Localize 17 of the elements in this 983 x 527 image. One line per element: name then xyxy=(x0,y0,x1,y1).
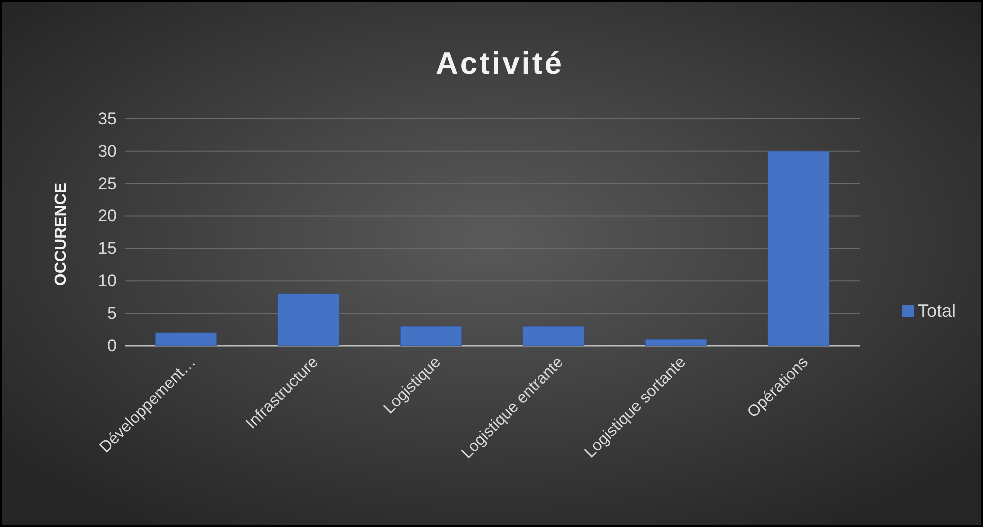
y-tick-label: 30 xyxy=(98,142,117,161)
y-tick-label: 35 xyxy=(98,109,117,128)
y-axis-title: OCCURENCE xyxy=(53,182,70,286)
y-tick-label: 20 xyxy=(98,206,117,226)
y-tick-label: 25 xyxy=(98,174,117,194)
text: Total xyxy=(918,301,956,321)
bar xyxy=(155,332,218,346)
bar xyxy=(768,151,830,346)
bar xyxy=(522,326,585,346)
bar xyxy=(278,294,340,346)
y-tick-label: 10 xyxy=(98,272,117,291)
y-tick-label: 5 xyxy=(108,304,117,324)
chart-title: Activité xyxy=(436,46,564,81)
bar xyxy=(645,339,708,346)
y-tick-label: 15 xyxy=(98,239,117,258)
bar xyxy=(400,326,462,346)
y-tick-label: 0 xyxy=(108,336,117,356)
